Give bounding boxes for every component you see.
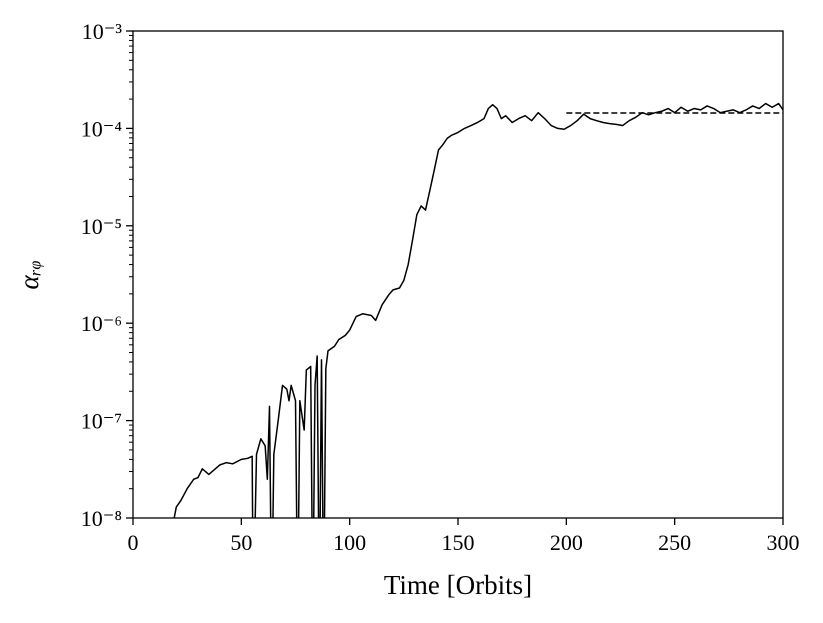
x-tick-label: 100 — [333, 530, 366, 555]
axes-frame — [132, 30, 784, 519]
x-tick-label: 200 — [550, 530, 583, 555]
data-line — [173, 102, 783, 518]
x-tick-label: 300 — [767, 530, 800, 555]
x-tick-label: 150 — [442, 530, 475, 555]
y-tick-label: 10⁻³ — [82, 19, 123, 44]
y-axis-label: αᵣᵩ — [14, 260, 44, 289]
y-tick-label: 10⁻⁴ — [81, 116, 123, 141]
plot-area — [173, 102, 783, 518]
y-tick-label: 10⁻⁷ — [81, 409, 122, 434]
y-tick-label: 10⁻⁶ — [81, 311, 122, 336]
x-axis-label: Time [Orbits] — [384, 570, 532, 600]
y-tick-label: 10⁻⁸ — [81, 506, 122, 531]
x-tick-label: 0 — [128, 530, 139, 555]
y-tick-label: 10⁻⁵ — [81, 214, 122, 239]
x-tick-label: 250 — [658, 530, 691, 555]
x-tick-label: 50 — [230, 530, 252, 555]
